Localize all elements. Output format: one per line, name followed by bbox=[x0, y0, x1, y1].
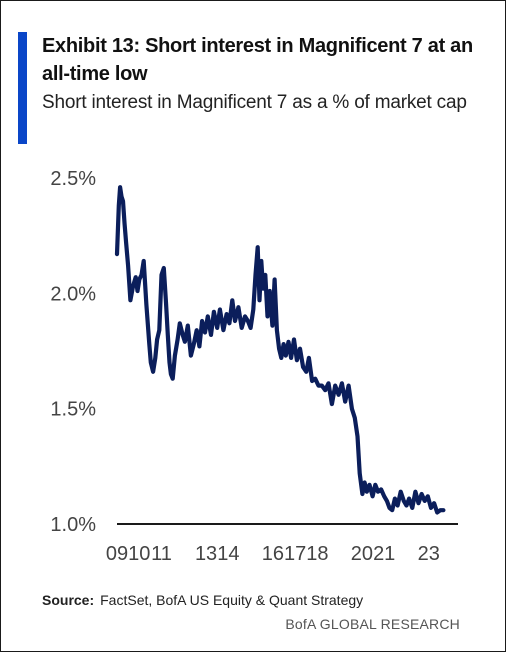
source-note: Source: FactSet, BofA US Equity & Quant S… bbox=[42, 592, 363, 608]
x-tick-label: 23 bbox=[418, 543, 440, 565]
x-tick-label: 14 bbox=[217, 543, 239, 565]
x-tick-label: 18 bbox=[306, 543, 328, 565]
x-tick-label: 10 bbox=[128, 543, 150, 565]
x-tick-label: 09 bbox=[106, 543, 128, 565]
chart-title: Exhibit 13: Short interest in Magnificen… bbox=[42, 35, 473, 85]
y-tick-label: 2.5% bbox=[50, 168, 96, 190]
x-tick-label: 21 bbox=[373, 543, 395, 565]
source-text: FactSet, BofA US Equity & Quant Strategy bbox=[100, 592, 364, 608]
x-tick-label: 16 bbox=[262, 543, 284, 565]
x-tick-label: 20 bbox=[351, 543, 373, 565]
y-tick-labels: 1.0% 1.5% 2.0% 2.5% bbox=[50, 168, 96, 536]
y-tick-label: 1.5% bbox=[50, 399, 96, 421]
chart-subtitle: Short interest in Magnificent 7 as a % o… bbox=[42, 92, 467, 113]
x-tick-label: 11 bbox=[151, 543, 172, 565]
series-line bbox=[114, 185, 446, 515]
y-tick-label: 1.0% bbox=[50, 514, 96, 536]
footer-brand: BofA GLOBAL RESEARCH bbox=[285, 616, 460, 632]
accent-bar bbox=[18, 32, 27, 144]
x-tick-label: 13 bbox=[195, 543, 217, 565]
x-tick-label: 17 bbox=[284, 543, 306, 565]
y-tick-label: 2.0% bbox=[50, 283, 96, 305]
source-label: Source: bbox=[42, 592, 95, 608]
x-tick-labels: 09 10 11 13 14 16 17 18 20 21 23 bbox=[106, 543, 440, 565]
